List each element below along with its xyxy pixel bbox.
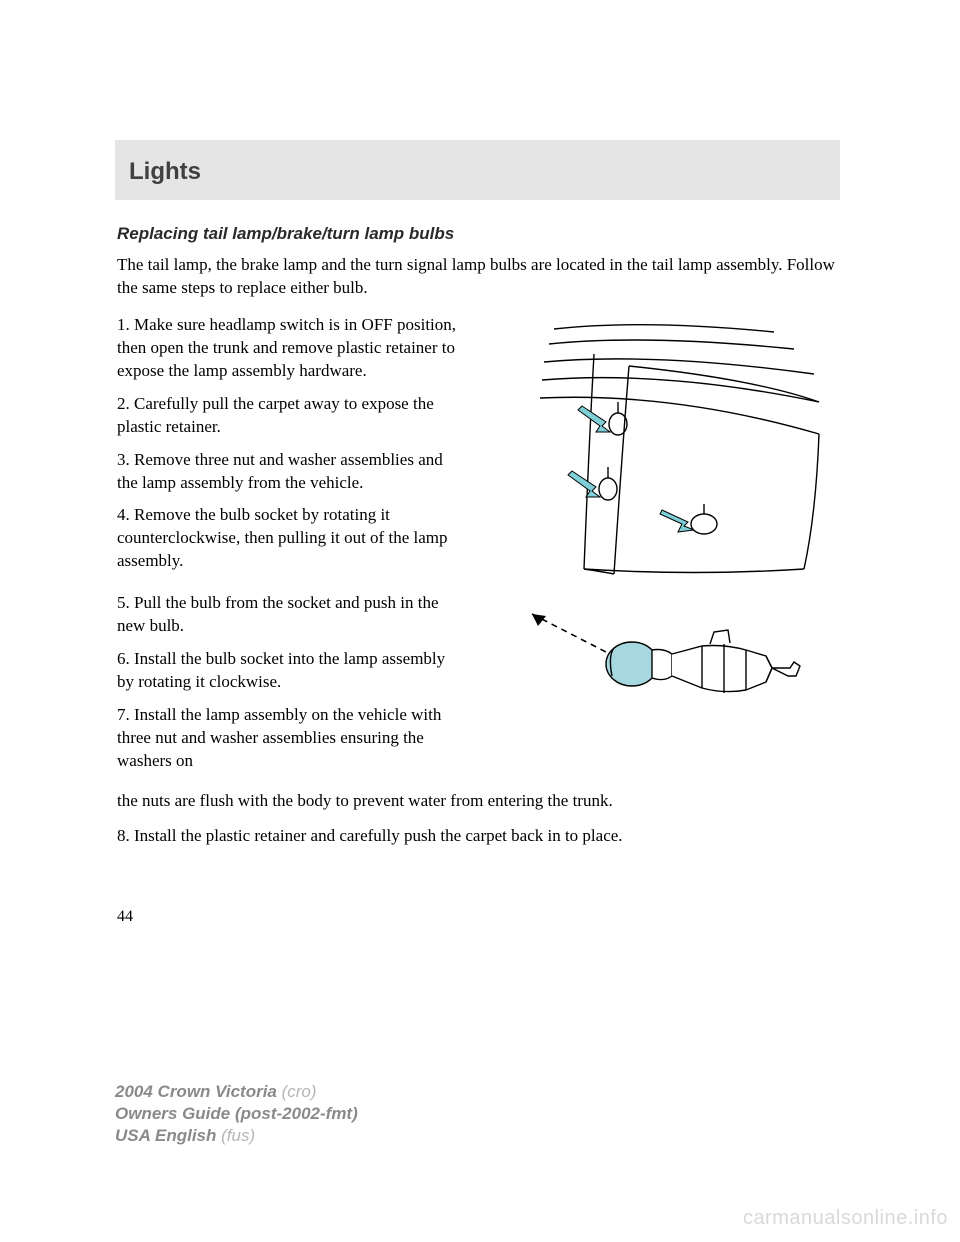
footer-guide: Owners Guide (post-2002-fmt) <box>115 1104 358 1123</box>
step-8: 8. Install the plastic retainer and care… <box>115 825 840 848</box>
intro-paragraph: The tail lamp, the brake lamp and the tu… <box>115 254 840 300</box>
step-7a: 7. Install the lamp assembly on the vehi… <box>117 704 461 773</box>
figure-2-col <box>477 592 840 783</box>
content-row-2: 5. Pull the bulb from the socket and pus… <box>115 592 840 783</box>
step-1: 1. Make sure headlamp switch is in OFF p… <box>117 314 461 383</box>
footer-line-2: Owners Guide (post-2002-fmt) <box>115 1103 358 1125</box>
arrow-icon <box>578 406 610 432</box>
steps-col-2: 5. Pull the bulb from the socket and pus… <box>115 592 463 783</box>
page-number: 44 <box>115 908 840 926</box>
arrow-icon <box>568 471 600 497</box>
page: Lights Replacing tail lamp/brake/turn la… <box>0 0 960 926</box>
figure-1-col <box>477 314 840 584</box>
step-4: 4. Remove the bulb socket by rotating it… <box>117 504 461 573</box>
step-2: 2. Carefully pull the carpet away to exp… <box>117 393 461 439</box>
steps-col-1: 1. Make sure headlamp switch is in OFF p… <box>115 314 463 584</box>
watermark: carmanualsonline.info <box>743 1207 948 1230</box>
footer-code-3: (fus) <box>221 1126 255 1145</box>
footer-line-1: 2004 Crown Victoria (cro) <box>115 1081 358 1103</box>
footer: 2004 Crown Victoria (cro) Owners Guide (… <box>115 1081 358 1147</box>
footer-code-1: (cro) <box>282 1082 317 1101</box>
step-5: 5. Pull the bulb from the socket and pus… <box>117 592 461 638</box>
step-3: 3. Remove three nut and washer assemblie… <box>117 449 461 495</box>
arrow-icon <box>660 510 694 532</box>
footer-line-3: USA English (fus) <box>115 1125 358 1147</box>
step-7b: the nuts are flush with the body to prev… <box>115 790 840 813</box>
tail-lamp-illustration <box>494 314 824 584</box>
bulb-socket-illustration <box>514 596 804 726</box>
section-header: Lights <box>115 140 840 200</box>
section-title: Lights <box>129 158 826 186</box>
footer-model: 2004 Crown Victoria <box>115 1082 277 1101</box>
step-6: 6. Install the bulb socket into the lamp… <box>117 648 461 694</box>
subheading: Replacing tail lamp/brake/turn lamp bulb… <box>115 224 840 244</box>
footer-lang: USA English <box>115 1126 216 1145</box>
content-row-1: 1. Make sure headlamp switch is in OFF p… <box>115 314 840 584</box>
